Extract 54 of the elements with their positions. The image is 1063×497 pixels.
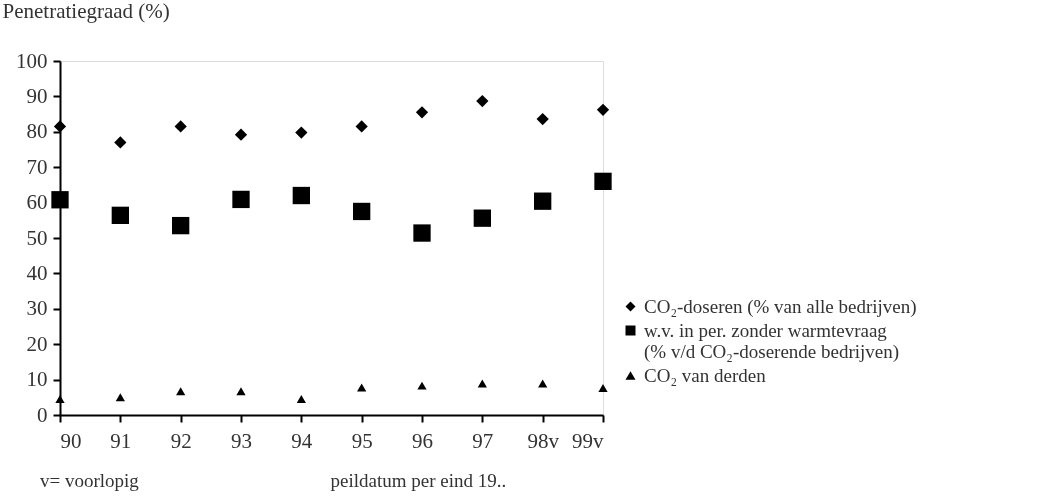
- x-tick-label: 99v: [572, 428, 604, 453]
- text: v= voorlopig: [40, 470, 140, 491]
- y-tick-label: 0: [37, 402, 48, 427]
- y-tick-label: 10: [26, 367, 48, 392]
- y-tick-label: 20: [26, 331, 48, 356]
- y-tick-label: 80: [26, 119, 48, 144]
- point: [53, 120, 67, 133]
- point: [234, 128, 248, 141]
- point: [534, 192, 552, 210]
- point: [476, 94, 489, 108]
- point: [353, 202, 371, 221]
- point: [292, 186, 310, 205]
- point: [115, 393, 125, 402]
- point: [415, 106, 429, 119]
- point: [176, 387, 186, 396]
- point: [236, 387, 246, 396]
- x-tick-label: 97: [472, 428, 494, 453]
- point: [232, 190, 250, 209]
- x-tick-label: 93: [231, 428, 252, 453]
- x-tick-label: 92: [170, 428, 192, 453]
- point: [296, 395, 306, 404]
- point: [536, 112, 549, 126]
- point: [111, 206, 129, 224]
- y-axis-title: Penetratiegraad (%): [2, 0, 170, 23]
- x-tick-label: 96: [412, 428, 433, 453]
- x-tick-label: 94: [291, 428, 313, 453]
- point: [598, 384, 608, 393]
- y-tick-label: 100: [16, 48, 48, 73]
- legend-label: CO₂ van derden: [644, 364, 767, 386]
- x-tick-label: 90: [60, 428, 82, 453]
- point: [473, 209, 491, 227]
- y-tick-label: 60: [26, 190, 48, 215]
- point: [55, 395, 65, 404]
- y-tick-label: 50: [26, 225, 48, 250]
- point: [51, 191, 69, 209]
- y-tick-label: 90: [26, 83, 48, 108]
- point: [174, 120, 187, 133]
- x-tick-label: 91: [110, 428, 132, 453]
- y-tick-label: 30: [26, 296, 48, 321]
- legend-label: CO₂-doseren (% van alle bedrijven): [644, 295, 917, 318]
- y-tick-label: 40: [26, 260, 48, 285]
- x-axis-title: peildatum per eind 19..: [330, 469, 507, 491]
- point: [355, 120, 368, 133]
- point: [172, 216, 190, 235]
- legend-label: w.v. in per. zonder warmtevraag (% v/d CO₂-doserende bedrijven): [644, 319, 900, 363]
- y-tick-label: 70: [26, 154, 48, 179]
- x-tick-label: 95: [351, 428, 373, 453]
- point: [417, 381, 427, 390]
- point: [413, 224, 431, 242]
- point: [594, 172, 612, 191]
- point: [114, 136, 127, 149]
- point: [295, 126, 308, 139]
- point: [596, 103, 610, 116]
- x-tick-label: 98v: [527, 428, 560, 453]
